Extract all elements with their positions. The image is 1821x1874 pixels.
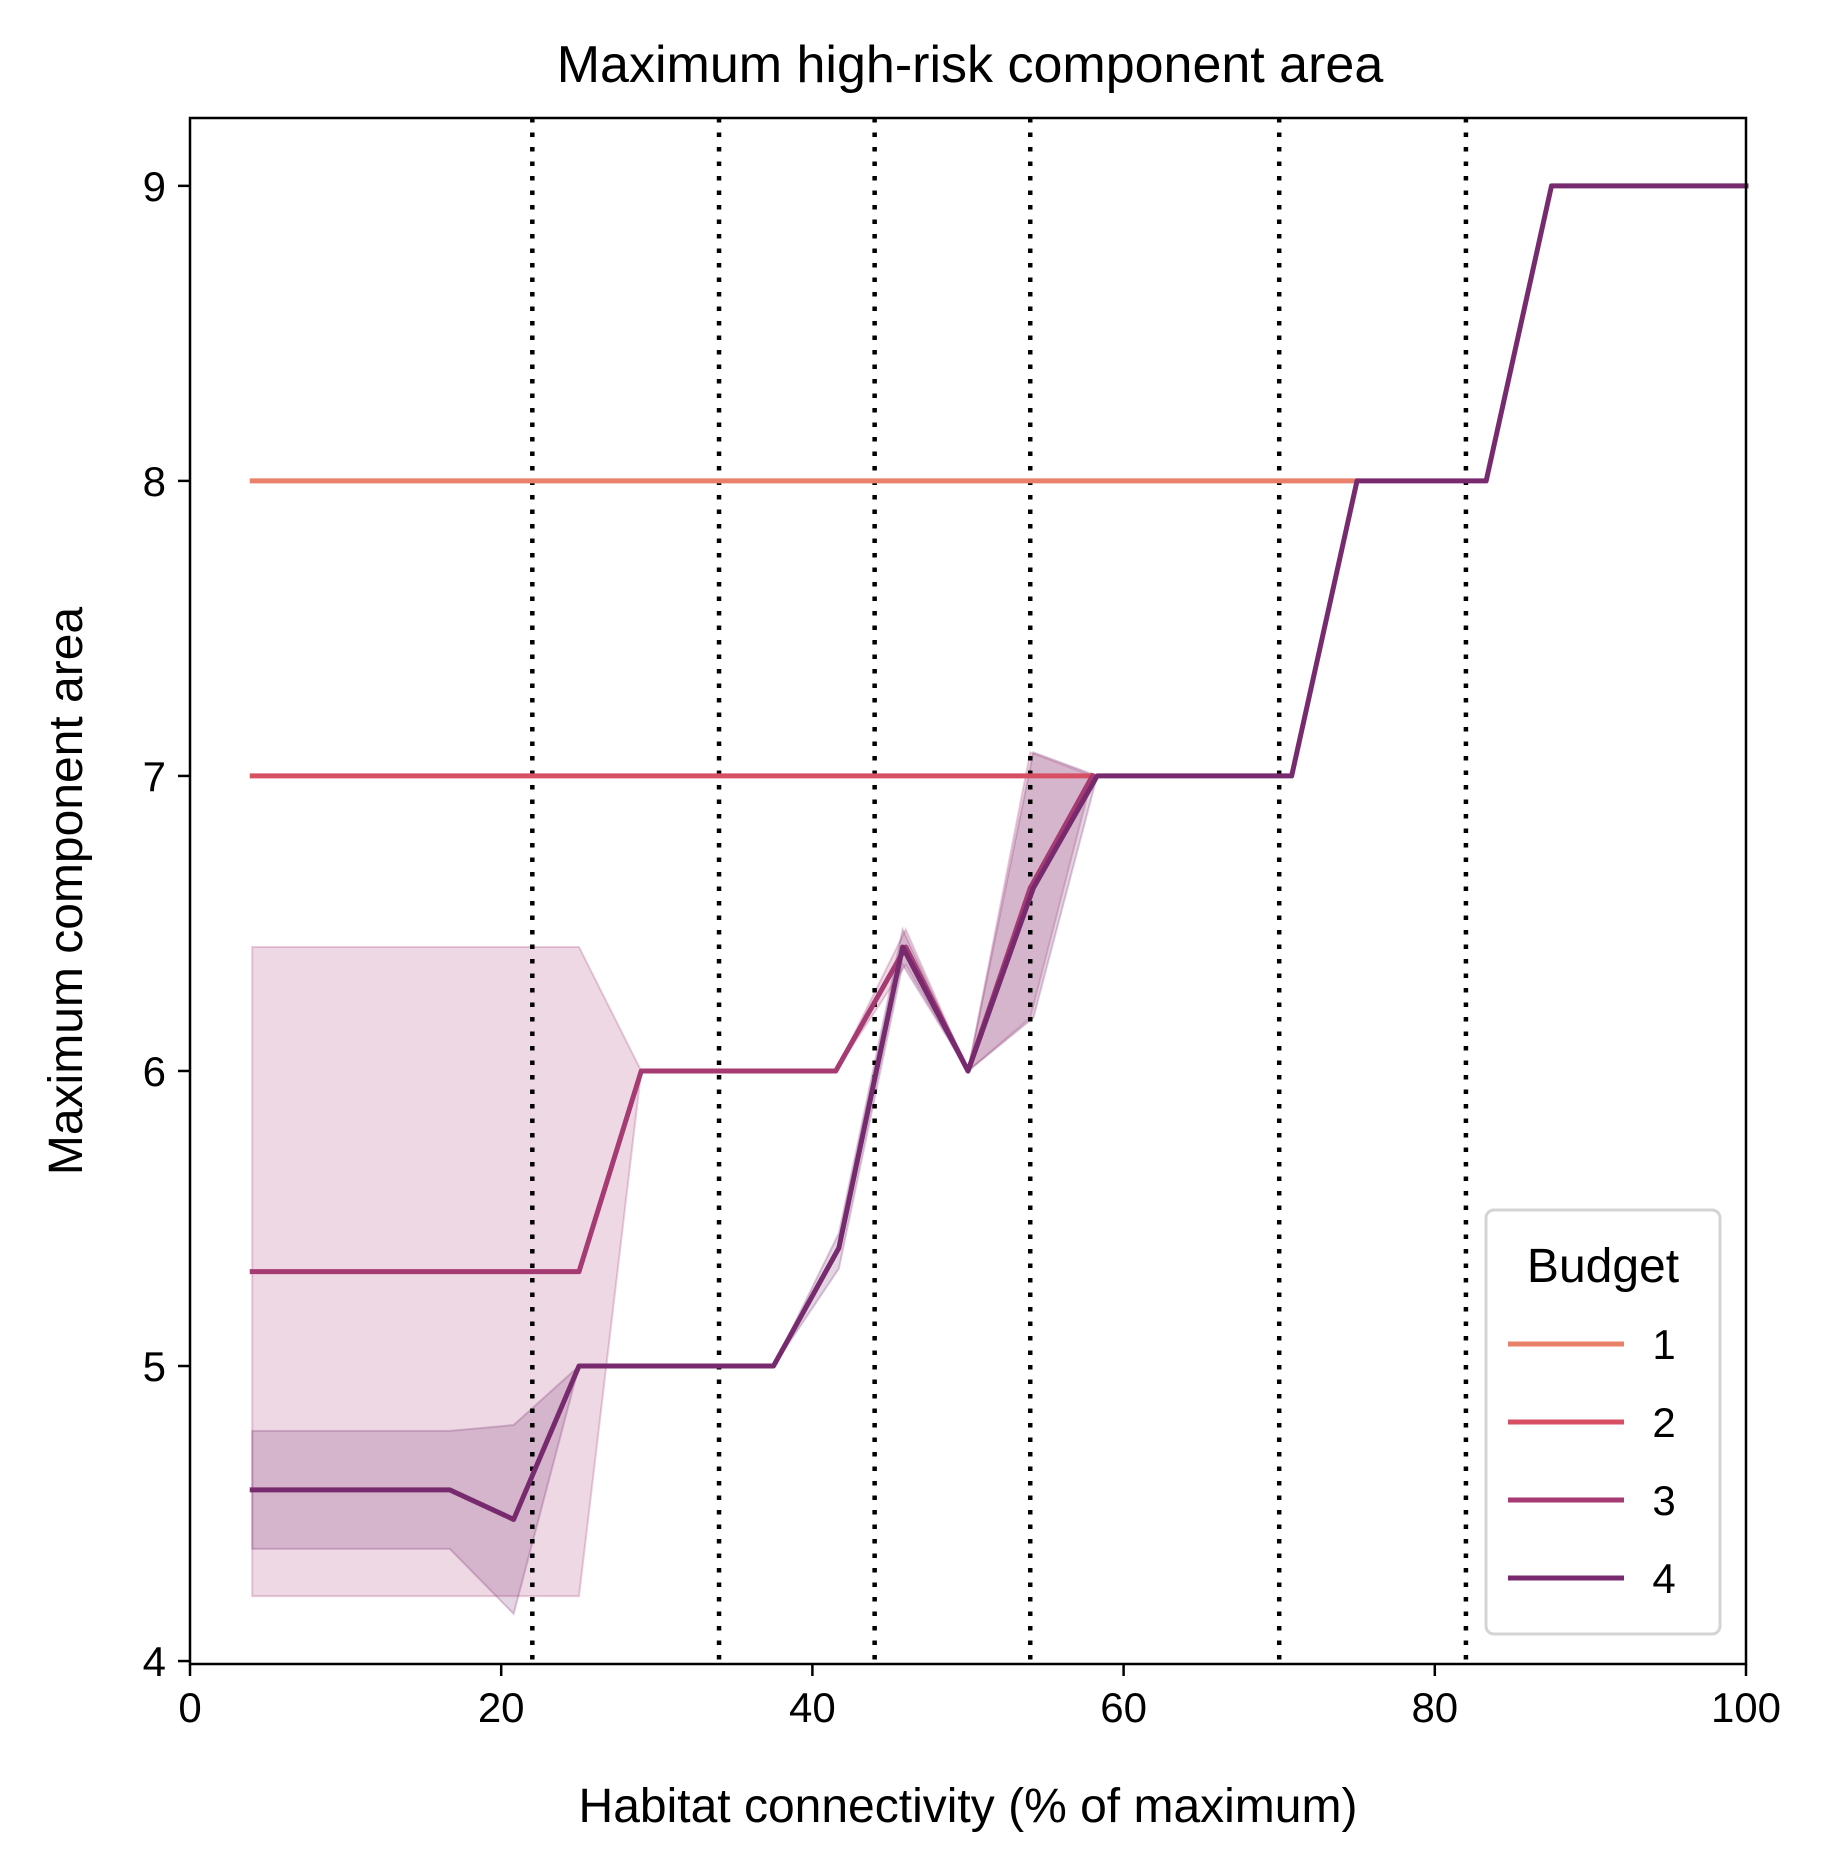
- legend-title: Budget: [1527, 1240, 1679, 1293]
- legend-label-3: 3: [1652, 1477, 1675, 1524]
- x-axis-label: Habitat connectivity (% of maximum): [579, 1780, 1358, 1833]
- series-4-line: [249, 183, 1749, 1522]
- legend-label-1: 1: [1652, 1321, 1675, 1368]
- legend-label-2: 2: [1652, 1399, 1675, 1446]
- x-tick-label-40: 40: [789, 1684, 836, 1731]
- y-tick-label-6: 6: [143, 1048, 166, 1095]
- legend: Budget 1 2 3 4: [1484, 1208, 1722, 1636]
- plot-area: [249, 118, 1749, 1664]
- y-tick-label-9: 9: [143, 163, 166, 210]
- plot-frame: [188, 116, 1748, 1666]
- y-tick-label-8: 8: [143, 458, 166, 505]
- x-tick-label-100: 100: [1711, 1684, 1781, 1731]
- x-tick-label-0: 0: [178, 1684, 201, 1731]
- axis-ticks: 0 20 40 60 80 100 4 5 6 7 8 9: [143, 163, 1781, 1731]
- x-tick-label-80: 80: [1411, 1684, 1458, 1731]
- y-tick-label-7: 7: [143, 753, 166, 800]
- y-axis-label: Maximum component area: [40, 607, 93, 1176]
- chart-title: Maximum high-risk component area: [557, 36, 1384, 94]
- y-tick-label-5: 5: [143, 1343, 166, 1390]
- x-tick-label-20: 20: [478, 1684, 525, 1731]
- legend-label-4: 4: [1652, 1555, 1675, 1602]
- x-tick-label-60: 60: [1100, 1684, 1147, 1731]
- y-tick-label-4: 4: [143, 1638, 166, 1685]
